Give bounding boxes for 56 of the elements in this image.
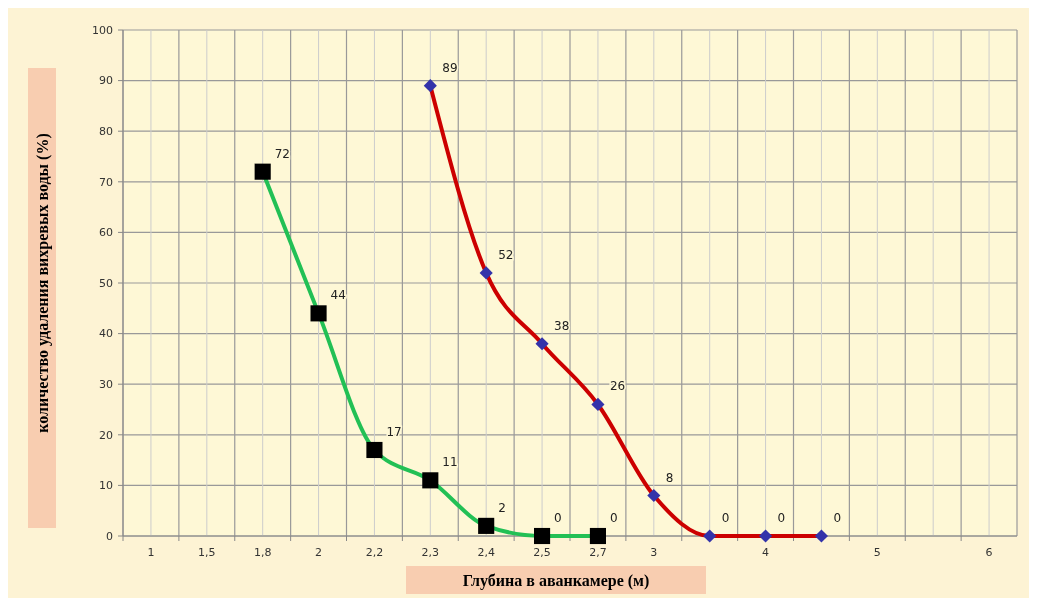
data-label: 89 [442,60,458,75]
x-tick-label: 6 [985,546,993,559]
point [703,529,717,543]
data-label: 44 [330,288,346,303]
point [478,517,495,534]
point [589,527,606,545]
x-tick-label: 1,5 [198,546,216,559]
point [534,527,551,545]
y-tick-label: 90 [99,74,113,88]
point [758,529,773,543]
x-tick-label: 2,4 [477,546,495,559]
x-tick-label: 2 [315,546,323,559]
y-tick-label: 0 [106,529,113,543]
y-axis-title: количество удаления вихревых воды (%) [34,133,52,433]
y-tick-label: 20 [99,428,113,442]
y-tick-label: 70 [99,175,113,189]
point [479,266,493,280]
y-tick-label: 50 [99,276,113,290]
x-tick-label: 2,7 [589,546,607,559]
x-tick-label: 3 [650,546,658,559]
point [254,163,271,180]
point [422,472,439,489]
y-tick-label: 10 [99,479,113,493]
data-label: 26 [609,379,626,394]
point [366,441,383,459]
data-label: 2 [498,500,506,515]
data-label: 38 [554,318,570,333]
data-label: 0 [777,511,786,525]
point [535,337,549,351]
data-label: 0 [721,511,730,525]
data-label: 0 [833,511,842,525]
data-label: 72 [274,146,290,161]
x-tick-label: 1,8 [253,546,272,559]
x-tick-label: 2,2 [365,546,384,559]
y-tick-label: 100 [92,23,113,37]
data-label: 52 [498,247,514,262]
data-label: 0 [554,511,562,525]
data-label: 8 [665,470,674,485]
data-label: 11 [442,455,458,470]
x-tick-label: 5 [873,546,881,559]
x-tick-label: 1 [147,546,155,559]
x-axis-title: Глубина в аванкамере (м) [462,572,650,590]
data-label: 0 [609,511,618,525]
y-tick-label: 80 [99,125,113,139]
y-tick-label: 60 [99,226,113,240]
y-tick-label: 30 [99,378,113,392]
x-tick-label: 2,5 [533,546,551,559]
y-tick-label: 40 [99,327,113,341]
point [310,305,327,322]
point [814,529,829,543]
point [647,488,661,503]
point [591,397,605,412]
point [423,79,437,93]
x-tick-label: 2,3 [421,546,440,559]
data-label: 17 [386,424,402,439]
x-tick-label: 4 [762,546,770,559]
